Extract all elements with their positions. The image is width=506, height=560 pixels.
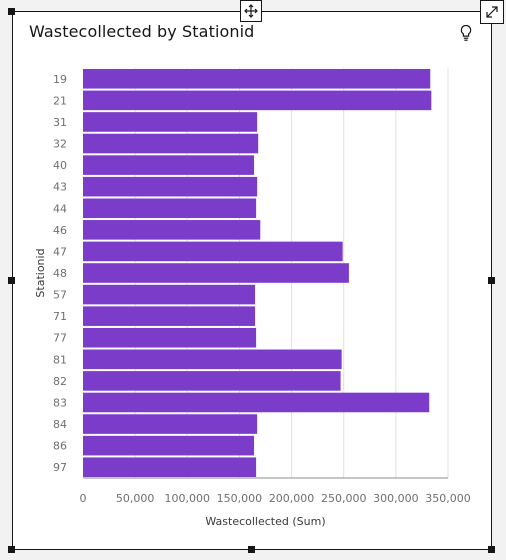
move-arrows-icon xyxy=(244,4,258,18)
y-tick-label: 48 xyxy=(53,267,67,280)
bar[interactable] xyxy=(83,393,429,413)
y-tick-label: 77 xyxy=(53,332,67,345)
y-tick-label: 19 xyxy=(53,73,67,86)
y-tick-label: 40 xyxy=(53,159,67,172)
move-handle-button[interactable] xyxy=(240,0,262,22)
expand-diagonal-icon xyxy=(485,5,499,19)
y-tick-label: 81 xyxy=(53,353,67,366)
y-tick-label: 47 xyxy=(53,245,67,258)
bar[interactable] xyxy=(83,91,431,111)
y-tick-label: 83 xyxy=(53,396,67,409)
y-tick-label: 71 xyxy=(53,310,67,323)
x-tick-label: 50,000 xyxy=(116,492,155,505)
x-tick-label: 0 xyxy=(80,492,87,505)
y-tick-label: 31 xyxy=(53,116,67,129)
y-tick-label: 43 xyxy=(53,181,67,194)
bar[interactable] xyxy=(83,350,342,370)
expand-button[interactable] xyxy=(480,0,504,24)
bar[interactable] xyxy=(83,436,254,456)
x-tick-label: 150,000 xyxy=(217,492,263,505)
bar[interactable] xyxy=(83,414,257,434)
bar[interactable] xyxy=(83,112,257,132)
y-tick-label: 44 xyxy=(53,202,67,215)
bar[interactable] xyxy=(83,69,430,89)
resize-handle-bottom[interactable] xyxy=(248,546,255,553)
y-tick-label: 86 xyxy=(53,440,67,453)
x-tick-label: 350,000 xyxy=(425,492,471,505)
x-tick-label: 250,000 xyxy=(321,492,367,505)
bar[interactable] xyxy=(83,371,341,391)
resize-handle-top-left[interactable] xyxy=(8,8,15,15)
resize-handle-left[interactable] xyxy=(8,277,15,284)
y-tick-label: 97 xyxy=(53,461,67,474)
bar[interactable] xyxy=(83,263,349,283)
y-tick-label: 84 xyxy=(53,418,67,431)
bar[interactable] xyxy=(83,198,256,218)
bar[interactable] xyxy=(83,457,256,477)
y-tick-label: 82 xyxy=(53,375,67,388)
bar[interactable] xyxy=(83,155,254,175)
resize-handle-bottom-left[interactable] xyxy=(8,546,15,553)
y-axis-title: Stationid xyxy=(34,248,47,297)
x-tick-label: 300,000 xyxy=(373,492,419,505)
y-tick-label: 32 xyxy=(53,138,67,151)
bar[interactable] xyxy=(83,220,260,240)
x-tick-label: 100,000 xyxy=(165,492,211,505)
bar[interactable] xyxy=(83,306,255,326)
y-tick-label: 21 xyxy=(53,94,67,107)
x-axis-title: Wastecollected (Sum) xyxy=(205,515,325,528)
bar[interactable] xyxy=(83,177,257,197)
resize-handle-bottom-right[interactable] xyxy=(488,546,495,553)
y-tick-label: 57 xyxy=(53,289,67,302)
resize-handle-right[interactable] xyxy=(488,277,495,284)
bar[interactable] xyxy=(83,242,343,262)
x-tick-label: 200,000 xyxy=(269,492,315,505)
bar[interactable] xyxy=(83,328,256,348)
bar[interactable] xyxy=(83,285,255,305)
bar[interactable] xyxy=(83,134,258,154)
y-tick-label: 46 xyxy=(53,224,67,237)
